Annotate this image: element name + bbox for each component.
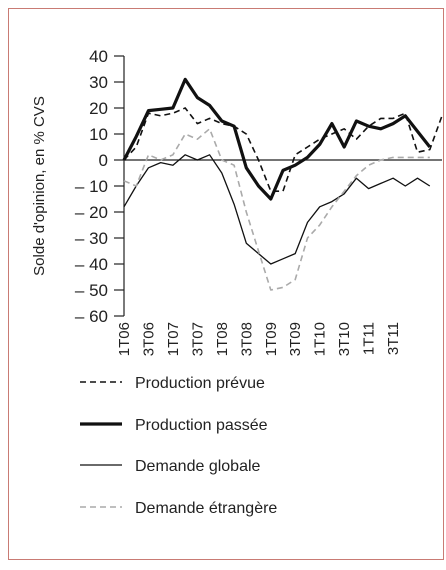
x-tick-label: 3T10 (336, 322, 353, 356)
x-tick-label: 1T11 (361, 322, 378, 355)
x-tick-label: 1T06 (116, 322, 133, 356)
x-tick-label: 3T06 (140, 322, 157, 356)
x-tick-label: 1T10 (312, 322, 329, 356)
y-tick-label: 40 (89, 47, 108, 66)
x-tick-label: 1T09 (263, 322, 280, 356)
y-tick-label: 0 (99, 151, 108, 170)
legend-label: Demande globale (135, 458, 261, 475)
y-tick-label: – 10 (75, 177, 108, 196)
y-tick-label: – 50 (75, 281, 108, 300)
y-axis-label: Solde d'opinion, en % CVS (31, 96, 48, 276)
x-tick-label: 3T09 (287, 322, 304, 356)
x-tick-label: 3T11 (385, 322, 402, 355)
y-tick-label: 10 (89, 125, 108, 144)
series-line (122, 77, 432, 201)
y-tick-label: – 40 (75, 255, 108, 274)
x-tick-label: 3T08 (238, 322, 255, 356)
series-line (123, 154, 431, 265)
series-line (123, 128, 430, 291)
y-tick-label: 30 (89, 73, 108, 92)
series-line (123, 107, 443, 192)
y-tick-label: – 30 (75, 229, 108, 248)
x-tick-label: 1T08 (214, 322, 231, 356)
x-tick-label: 1T07 (165, 322, 182, 356)
x-tick-label: 3T07 (189, 322, 206, 356)
legend-label: Production prévue (135, 375, 265, 392)
legend-label: Demande étrangère (135, 500, 277, 517)
y-tick-label: 20 (89, 99, 108, 118)
y-tick-label: – 20 (75, 203, 108, 222)
y-tick-label: – 60 (75, 307, 108, 326)
legend-label: Production passée (135, 417, 268, 434)
frame (8, 8, 444, 560)
